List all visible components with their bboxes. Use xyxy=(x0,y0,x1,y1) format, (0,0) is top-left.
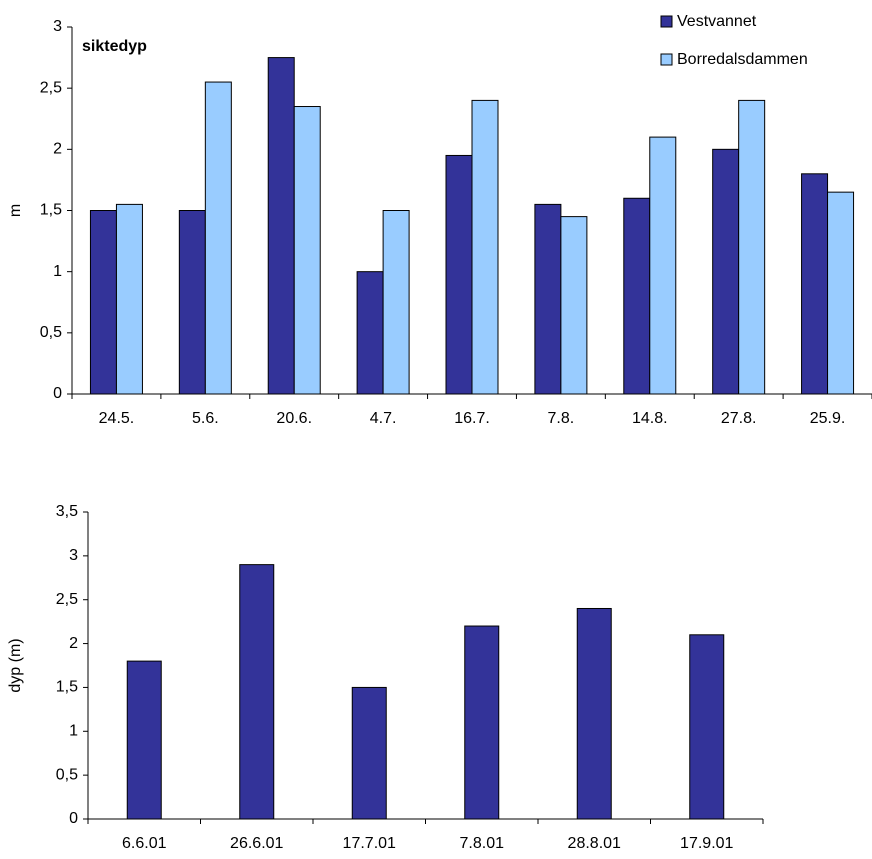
y-tick-label: 0 xyxy=(53,385,62,402)
bar xyxy=(115,203,143,395)
x-tick-label: 17.9.01 xyxy=(680,835,733,852)
x-tick-label: 25.9. xyxy=(810,410,846,427)
x-tick-label: 20.6. xyxy=(276,410,312,427)
x-tick-label: 7.8. xyxy=(548,410,575,427)
y-tick-label: 0,5 xyxy=(56,766,78,783)
bar xyxy=(801,173,829,395)
y-tick-label: 1 xyxy=(69,723,78,740)
legend-swatch xyxy=(660,15,673,28)
bar xyxy=(267,57,295,395)
y-tick-label: 3 xyxy=(69,547,78,564)
legend-label: Borredalsdammen xyxy=(677,51,808,68)
bar xyxy=(560,216,588,395)
bar xyxy=(738,99,766,395)
x-tick-label: 6.6.01 xyxy=(122,835,167,852)
y-tick-label: 0 xyxy=(69,810,78,827)
bar xyxy=(464,625,500,820)
chart-title: siktedyp xyxy=(82,38,147,55)
y-tick-label: 3 xyxy=(53,18,62,35)
y-tick-label: 2,5 xyxy=(40,79,62,96)
y-axis-label: m xyxy=(7,204,24,217)
bar xyxy=(89,210,117,395)
x-tick-label: 7.8.01 xyxy=(460,835,505,852)
bar xyxy=(712,148,740,395)
x-tick-label: 26.6.01 xyxy=(230,835,283,852)
y-tick-label: 1,5 xyxy=(56,679,78,696)
y-tick-label: 2,5 xyxy=(56,591,78,608)
legend-label: Vestvannet xyxy=(677,13,757,30)
y-tick-label: 3,5 xyxy=(56,503,78,520)
bar xyxy=(689,634,725,820)
x-tick-label: 17.7.01 xyxy=(343,835,396,852)
bar xyxy=(576,607,612,820)
bar xyxy=(351,686,387,820)
x-tick-label: 28.8.01 xyxy=(568,835,621,852)
bar xyxy=(126,660,162,820)
bar xyxy=(178,210,206,395)
y-tick-label: 1,5 xyxy=(40,202,62,219)
y-tick-label: 2 xyxy=(69,635,78,652)
bar xyxy=(471,99,499,395)
x-tick-label: 14.8. xyxy=(632,410,668,427)
bar xyxy=(827,191,855,395)
bar xyxy=(293,106,321,395)
x-tick-label: 27.8. xyxy=(721,410,757,427)
x-tick-label: 16.7. xyxy=(454,410,490,427)
bar xyxy=(623,197,651,395)
x-tick-label: 4.7. xyxy=(370,410,397,427)
bar xyxy=(356,271,384,395)
bar xyxy=(204,81,232,395)
y-axis-label: dyp (m) xyxy=(7,638,24,692)
x-tick-label: 24.5. xyxy=(99,410,135,427)
bar xyxy=(382,210,410,395)
y-tick-label: 2 xyxy=(53,141,62,158)
legend-swatch xyxy=(660,53,673,66)
bar xyxy=(239,564,275,820)
y-tick-label: 0,5 xyxy=(40,324,62,341)
bar xyxy=(649,136,677,395)
bar xyxy=(534,203,562,395)
y-tick-label: 1 xyxy=(53,263,62,280)
bar xyxy=(445,154,473,395)
x-tick-label: 5.6. xyxy=(192,410,219,427)
